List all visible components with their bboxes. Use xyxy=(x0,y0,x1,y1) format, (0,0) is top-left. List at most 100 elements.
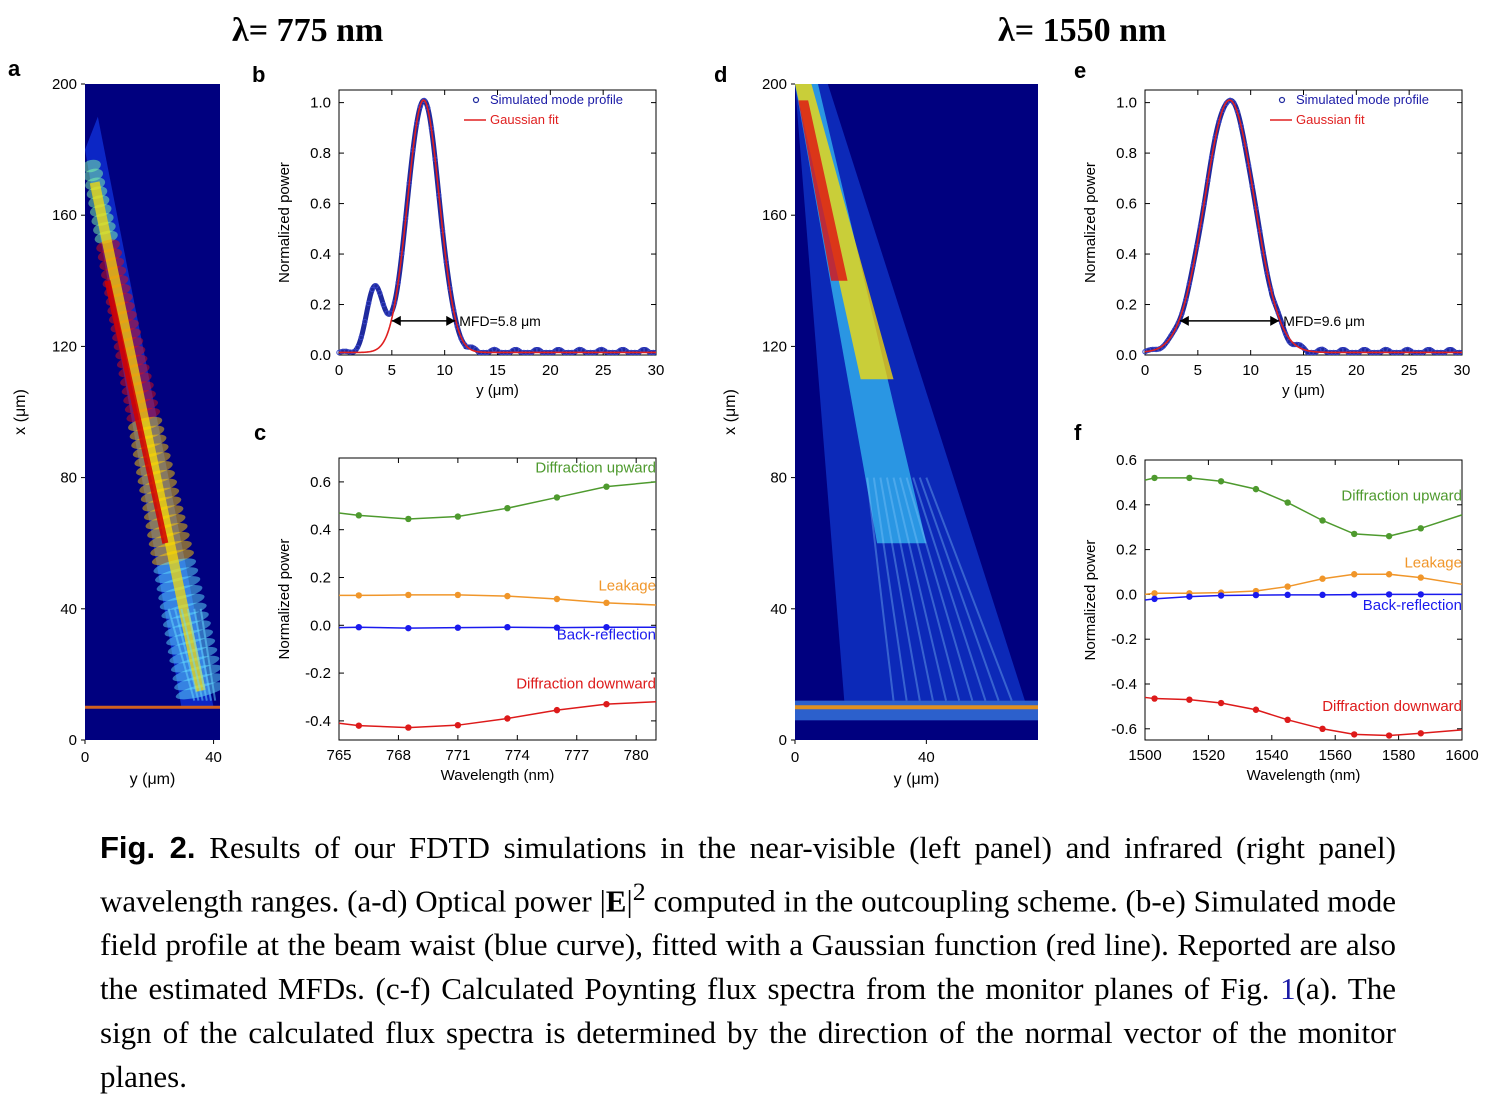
ylabel-f: Normalized power xyxy=(1082,540,1099,661)
series-point-c-1 xyxy=(405,591,412,599)
series-point-f-2 xyxy=(1351,591,1358,598)
series-line-c-2 xyxy=(338,626,656,629)
series-point-c-1 xyxy=(553,595,561,603)
ytick-label-a: 200 xyxy=(52,76,77,93)
ytick-label-f: -0.2 xyxy=(1111,631,1137,648)
series-point-f-2 xyxy=(1385,591,1393,598)
gaussian-fit-curve-e xyxy=(1144,99,1462,354)
legend-label-fit-b: Gaussian fit xyxy=(490,112,559,127)
mfd-arrowhead-right-e xyxy=(1270,315,1280,326)
series-point-f-2 xyxy=(1417,591,1424,598)
ytick-label-d: 160 xyxy=(762,207,787,224)
xtick-label-e: 0 xyxy=(1141,362,1149,379)
waveguide-glow xyxy=(795,700,1038,721)
ytick-label-f: 0.6 xyxy=(1116,452,1137,469)
series-point-f-1 xyxy=(1319,575,1326,582)
series-line-c-1 xyxy=(339,594,657,606)
series-point-c-2 xyxy=(553,624,561,631)
series-point-c-3 xyxy=(603,700,610,708)
xtick-label-f: 1560 xyxy=(1319,747,1352,764)
ytick-label-b: 0.8 xyxy=(310,145,331,162)
beam-ripple xyxy=(899,477,961,701)
series-label-f-1: Leakage xyxy=(1404,555,1462,572)
series-point-c-3 xyxy=(504,715,511,722)
ytick-label-f: 0.4 xyxy=(1116,497,1137,514)
series-point-f-2 xyxy=(1252,591,1260,599)
caption-text-1: Results of our FDTD simulations in the n… xyxy=(100,830,1396,919)
xtick-label-f: 1540 xyxy=(1255,747,1288,764)
series-point-f-1 xyxy=(1284,583,1291,590)
heading-775: λ= 775 nm xyxy=(232,12,384,49)
series-point-c-0 xyxy=(454,513,462,520)
series-point-f-1 xyxy=(1417,574,1424,581)
beam-ripple xyxy=(879,477,921,701)
series-point-f-0 xyxy=(1351,530,1358,538)
ylabel-b: Normalized power xyxy=(276,162,293,283)
caption-text-3: computed in the outcoupling scheme. (b-e… xyxy=(100,883,1397,1007)
xtick-label-f: 1500 xyxy=(1128,747,1161,764)
ytick-label-b: 0.2 xyxy=(310,297,331,314)
beam-red xyxy=(798,100,848,281)
beam-ripple xyxy=(912,477,987,701)
figure-caption: Fig. 2. Results of our FDTD simulations … xyxy=(100,826,1396,1099)
series-label-c-1: Leakage xyxy=(598,578,656,595)
caption-text-2: | xyxy=(626,883,633,919)
mfd-annotation-b: MFD=5.8 μm xyxy=(459,313,541,329)
ytick-label-e: 0.6 xyxy=(1116,196,1137,213)
xtick-label-f: 1580 xyxy=(1382,747,1415,764)
simulated-profile-point-e xyxy=(1308,349,1315,356)
series-point-f-0 xyxy=(1186,474,1193,482)
series-point-c-2 xyxy=(603,624,610,631)
xtick-label-b: 25 xyxy=(595,362,612,379)
simulated-profile-point-b xyxy=(365,300,372,307)
xtick-label-e: 5 xyxy=(1194,362,1202,379)
heatmap-field-d xyxy=(795,84,1038,721)
beam-ripple xyxy=(905,477,974,701)
caption-figure-ref[interactable]: 1 xyxy=(1280,971,1296,1007)
series-point-c-2 xyxy=(405,624,412,632)
ylabel-a: x (μm) xyxy=(12,389,29,435)
legend-marker-sim-b xyxy=(472,96,480,104)
xtick-label-a: 40 xyxy=(205,749,222,766)
series-point-c-3 xyxy=(355,722,363,729)
simulated-profile-point-b xyxy=(373,283,379,289)
plot-frame-e xyxy=(1144,89,1463,356)
series-point-c-1 xyxy=(454,591,462,599)
beam-ripple xyxy=(167,608,196,701)
ytick-label-b: 0.0 xyxy=(310,347,331,364)
xtick-label-c: 771 xyxy=(445,747,470,764)
xtick-label-b: 10 xyxy=(436,362,453,379)
series-point-f-0 xyxy=(1217,478,1225,485)
panel-label-f: f xyxy=(1074,420,1082,445)
ytick-label-f: -0.6 xyxy=(1111,721,1137,738)
series-point-c-0 xyxy=(405,515,412,523)
xtick-label-c: 774 xyxy=(505,747,530,764)
series-label-f-2: Back-reflection xyxy=(1363,597,1462,614)
simulated-profile-point-b xyxy=(362,318,368,325)
simulated-profile-point-b xyxy=(354,344,361,351)
ytick-label-a: 120 xyxy=(52,338,77,355)
ytick-label-d: 120 xyxy=(762,338,787,355)
ytick-label-f: 0.2 xyxy=(1116,542,1137,559)
series-point-c-3 xyxy=(553,706,561,714)
xtick-label-e: 20 xyxy=(1348,362,1365,379)
xlabel-f: Wavelength (nm) xyxy=(1247,767,1361,784)
ytick-label-e: 1.0 xyxy=(1116,95,1137,112)
series-point-f-3 xyxy=(1351,731,1358,738)
series-point-c-2 xyxy=(355,624,363,631)
figure: λ= 775 nm λ= 1550 nm a b c d e f 0 40 80 12… xyxy=(8,12,1479,788)
ytick-label-b: 1.0 xyxy=(310,95,331,112)
gaussian-fit-curve-b xyxy=(339,99,656,354)
ytick-label-c: -0.4 xyxy=(305,713,331,730)
series-label-f-0: Diffraction upward xyxy=(1341,487,1462,504)
series-point-f-2 xyxy=(1284,591,1291,599)
series-point-c-0 xyxy=(355,512,363,519)
ytick-label-e: 0.0 xyxy=(1116,347,1137,364)
xtick-label-d: 0 xyxy=(791,749,799,766)
series-label-f-3: Diffraction downward xyxy=(1322,698,1462,715)
series-label-c-3: Diffraction downward xyxy=(516,676,656,693)
legend-label-fit-e: Gaussian fit xyxy=(1296,112,1365,127)
xtick-label-f: 1520 xyxy=(1192,747,1225,764)
simulated-profile-point-e xyxy=(1164,338,1170,345)
series-point-c-2 xyxy=(454,624,462,631)
